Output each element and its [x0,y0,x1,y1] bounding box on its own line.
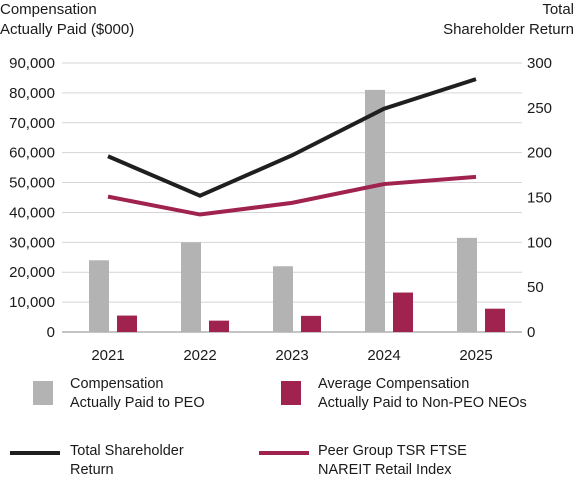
x-tick-label: 2024 [367,347,400,364]
y-left-tick-label: 0 [47,324,55,341]
y-left-tick-label: 50,000 [9,175,55,192]
right-axis-title-line-1: Total [542,1,574,18]
x-tick-label: 2022 [183,347,216,364]
legend-label-neo-cap: Average Compensation Actually Paid to No… [318,375,527,413]
bar-peo-cap [89,260,109,332]
x-tick-label: 2023 [275,347,308,364]
line-tsr [107,77,477,198]
y-left-tick-label: 40,000 [9,204,55,221]
bar-neo-cap [209,320,229,332]
y-left-tick-label: 90,000 [9,55,55,72]
y-right-tick-label: 0 [527,324,535,341]
legend-label-line: Actually Paid to PEO [70,395,205,411]
x-tick-label: 2021 [91,347,124,364]
y-right-tick-label: 250 [527,100,552,117]
bar-neo-cap [485,308,505,332]
left-axis-title: Compensation Actually Paid ($000) [0,0,134,40]
y-left-tick-label: 30,000 [9,234,55,251]
right-axis-title: Total Shareholder Return [443,0,574,40]
x-tick-label: 2025 [459,347,492,364]
legend-label-line: Peer Group TSR FTSE [318,443,467,459]
bar-neo-cap [117,315,137,332]
chart-plot: 0 10,000 20,000 30,000 40,000 50,000 60,000 70,… [9,55,552,364]
y-left-tick-label: 70,000 [9,115,55,132]
y-left-tick-label: 10,000 [9,294,55,311]
bar-peo-cap [181,242,201,332]
line-peer-tsr [107,174,477,217]
legend-label-peo-cap: Compensation Actually Paid to PEO [70,375,205,413]
y-right-tick-label: 300 [527,55,552,72]
y-right-tick-label: 150 [527,190,552,207]
bar-neo-cap [301,315,321,332]
legend-label-line: Actually Paid to Non-PEO NEOs [318,395,527,411]
left-axis-title-line-2: Actually Paid ($000) [0,21,135,38]
bar-peo-cap [273,266,293,332]
legend-label-line: Total Shareholder [70,443,184,459]
legend-label-line: NAREIT Retail Index [318,462,452,478]
y-right-tick-label: 100 [527,234,552,251]
legend-swatch-neo-cap [281,381,301,405]
y-left-tick-label: 20,000 [9,264,55,281]
y-left-tick-label: 80,000 [9,85,55,102]
legend-label-line: Average Compensation [318,376,470,392]
legend-swatch-peo-cap [33,381,53,405]
right-axis-title-line-2: Shareholder Return [443,21,574,38]
left-axis-title-line-1: Compensation [0,1,97,18]
y-right-tick-label: 200 [527,145,552,162]
legend-label-line: Compensation [70,376,164,392]
legend-swatch-peer-tsr [259,451,309,455]
bar-peo-cap [457,237,477,332]
legend-label-peer-tsr: Peer Group TSR FTSE NAREIT Retail Index [318,442,467,480]
y-left-tick-label: 60,000 [9,145,55,162]
legend-label-tsr: Total Shareholder Return [70,442,184,480]
y-right-tick-label: 50 [527,279,544,296]
bar-peo-cap [365,89,385,333]
legend-label-line: Return [70,462,114,478]
bar-neo-cap [393,292,413,332]
legend-swatch-tsr [10,451,60,455]
